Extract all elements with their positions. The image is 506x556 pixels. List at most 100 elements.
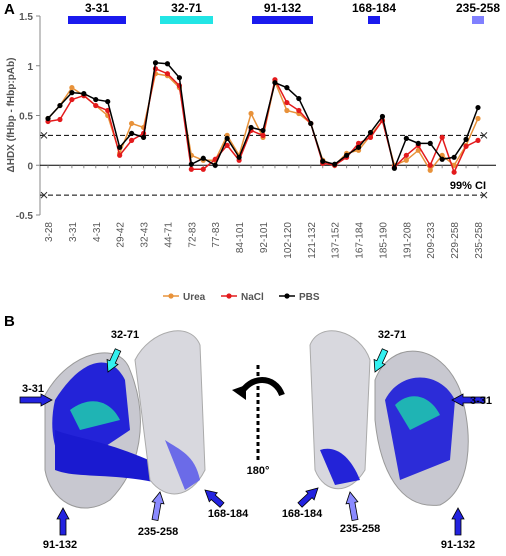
data-point [200,155,206,161]
data-point [403,152,409,158]
data-point [117,144,123,150]
data-point [415,147,421,153]
threshold-end [480,191,488,199]
data-point [475,104,481,111]
data-point [69,85,75,91]
region-label: 168-184 [282,508,323,520]
y-axis-label: ΔHDX (fHbp - fHbp:pAb) [6,58,17,173]
data-point [463,143,469,149]
x-tick-label: 3-28 [44,222,55,242]
region-bar [472,16,484,24]
threshold-label: 99% CI [450,180,486,192]
region-label: 3-31 [470,395,492,407]
data-point [105,98,111,105]
protein-right [309,330,469,506]
data-point [224,142,230,148]
data-point [176,75,182,81]
data-point [296,95,302,102]
x-tick-label: 92-101 [259,222,270,254]
data-point [284,99,290,106]
region-arrow [151,491,165,521]
region-bar [252,16,313,24]
data-point [224,135,230,141]
data-point [296,107,302,114]
region-arrow [19,393,53,407]
region-arrow [106,348,122,373]
data-point [320,158,326,164]
x-tick-label: 102-120 [283,222,294,259]
data-point [272,80,278,86]
data-point [260,127,266,134]
data-point [403,157,409,163]
region-label: 91-132 [441,539,475,551]
region-arrow [297,487,319,508]
x-tick-label: 229-258 [450,222,461,259]
data-point [415,140,421,146]
data-point [248,110,254,117]
data-point [427,162,433,168]
data-point [129,137,135,143]
x-tick-label: 32-43 [140,222,151,248]
data-point [284,107,290,114]
region-arrow [373,348,389,373]
x-tick-label: 77-83 [211,222,222,248]
legend-marker [168,293,174,299]
region-label: 235-258 [456,1,500,15]
data-point [93,96,99,103]
data-point [69,90,75,96]
data-point [129,130,135,137]
data-point [93,102,99,109]
y-tick-label: 0 [27,161,33,172]
data-point [164,61,171,67]
data-point [367,134,374,140]
region-label: 168-184 [208,508,249,520]
region-arrow [345,491,359,521]
series-line [47,61,479,171]
data-point [236,154,242,160]
region-label: 235-258 [138,526,178,538]
data-point [248,124,254,131]
data-point [379,113,386,120]
data-point [344,152,350,158]
x-tick-label: 84-101 [235,222,246,254]
data-point [439,134,445,140]
legend-label: Urea [183,292,206,303]
threshold-end [40,191,48,199]
x-tick-label: 44-71 [163,222,174,248]
region-arrow [204,489,225,508]
data-point [188,161,194,167]
legend-label: NaCl [241,292,264,303]
data-point [391,165,397,171]
y-tick-label: 0.5 [19,112,33,123]
y-tick-label: 1 [27,62,33,73]
data-point [427,140,433,146]
region-label: 32-71 [111,329,139,341]
data-point [439,156,445,162]
panel-label: A [4,1,15,18]
data-point [200,166,206,172]
data-point [260,132,266,138]
region-label: 168-184 [352,1,396,15]
threshold-end [480,132,488,139]
data-point [475,137,481,143]
data-point [451,154,457,160]
x-tick-label: 185-190 [378,222,389,259]
legend-marker [226,293,232,299]
protein-left [44,330,206,509]
region-bar [368,16,380,24]
y-tick-label: -0.5 [16,211,34,222]
data-point [45,115,51,122]
data-point [284,85,290,91]
data-point [403,135,409,141]
threshold-end [40,132,48,139]
region-label: 32-71 [378,329,406,341]
data-point [81,91,87,97]
data-point [463,136,469,142]
y-tick-label: 1.5 [19,12,33,23]
data-point [475,115,481,122]
region-arrow [451,507,465,536]
data-point [308,120,314,127]
data-point [188,166,194,172]
rotation-label: 180° [247,465,270,477]
